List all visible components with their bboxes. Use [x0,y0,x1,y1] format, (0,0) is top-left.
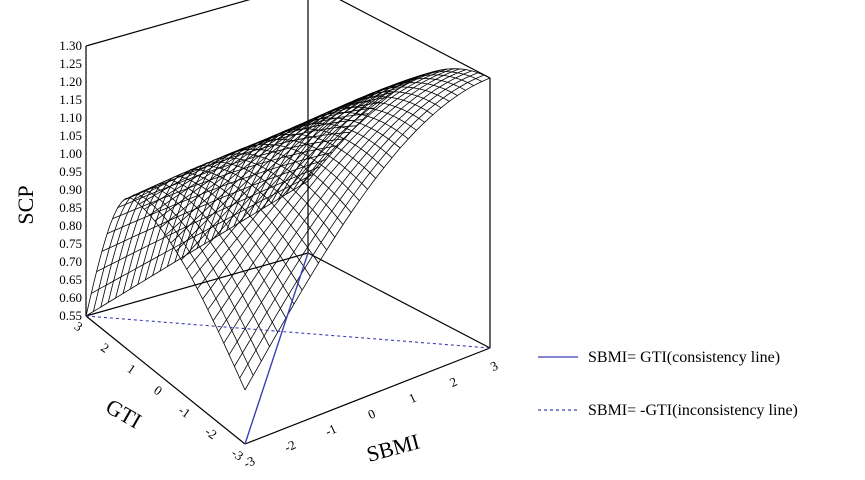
mesh-line-gti [117,138,345,208]
mesh-line-gti [234,72,479,367]
mesh-line-gti [207,68,448,310]
surface-mesh [85,68,491,391]
z-tick-label: 0.85 [59,200,82,215]
mesh-line-gti [159,92,393,229]
z-tick-label: 1.25 [59,56,82,71]
legend: SBMI= GTI(consistency line) SBMI= -GTI(i… [538,349,798,419]
z-tick-label: 0.90 [59,182,82,197]
mesh-line-gti [112,145,339,220]
mesh-line-gti [138,113,369,205]
mesh-line-gti [202,69,442,300]
mesh-line-gti [186,74,424,270]
z-tick-label: 1.30 [59,38,82,53]
x-tick-label: 3 [488,358,500,374]
legend-label-inconsistency: SBMI= -GTI(inconsistency line) [588,402,798,419]
box-edge [85,315,246,445]
box-edge [307,252,491,349]
mesh-line-gti [101,159,327,252]
z-axis-label: SCP [13,185,38,224]
z-tick-label: 0.75 [59,236,82,251]
x-tick-label: -1 [323,421,339,439]
box-edge [85,252,309,317]
inconsistency-line [85,315,491,349]
z-tick-label: 0.80 [59,218,82,233]
mesh-line-gti [154,97,387,222]
y-tick-label: 1 [125,361,139,377]
y-tick-label: -2 [202,424,219,443]
x-tick-label: 0 [365,406,377,422]
mesh-line-gti [196,70,436,290]
mesh-line-gti [239,74,485,379]
mesh-line-gti [228,70,472,356]
x-tick-label: 2 [447,374,459,390]
mesh-line-gti [191,72,430,280]
box-edge [339,0,491,79]
box-edge [244,347,491,445]
box-edge [85,0,251,47]
reference-lines [85,252,491,445]
mesh-line-gti [128,125,357,199]
mesh-line-gti [175,80,412,252]
mesh-line-gti [149,102,381,216]
z-tick-label: 0.55 [59,308,82,323]
mesh-line-gti [223,69,466,344]
mesh-line-gti [181,77,418,261]
z-tick-label: 1.20 [59,74,82,89]
z-tick-label: 0.95 [59,164,82,179]
z-tick-label: 0.60 [59,290,82,305]
y-tick-label: 2 [98,340,112,356]
mesh-line-gti [244,77,491,391]
x-tick-label: -3 [241,453,257,471]
mesh-line-gti [91,173,315,294]
z-tick-label: 0.70 [59,254,82,269]
z-tick-label: 0.65 [59,272,82,287]
y-axis-label: GTI [102,394,146,434]
mesh-line-gti [96,166,321,272]
mesh-line-gti [107,152,333,234]
consistency-line [244,252,309,445]
mesh-line-sbmi [100,190,262,362]
x-tick-label: 1 [406,390,418,406]
legend-label-consistency: SBMI= GTI(consistency line) [588,349,780,366]
y-tick-label: -1 [176,402,193,421]
y-tick-label: 0 [151,382,165,398]
mesh-line-sbmi [211,128,385,240]
z-tick-label: 1.15 [59,92,82,107]
mesh-line-gti [218,68,460,333]
x-axis-label: SBMI [364,429,422,467]
z-tick-label: 1.00 [59,146,82,161]
chart-box [85,0,491,445]
z-tick-label: 1.10 [59,110,82,125]
mesh-line-gti [212,68,454,321]
x-tick-label: -2 [282,437,298,455]
z-tick-label: 1.05 [59,128,82,143]
mesh-line-gti [85,180,309,317]
